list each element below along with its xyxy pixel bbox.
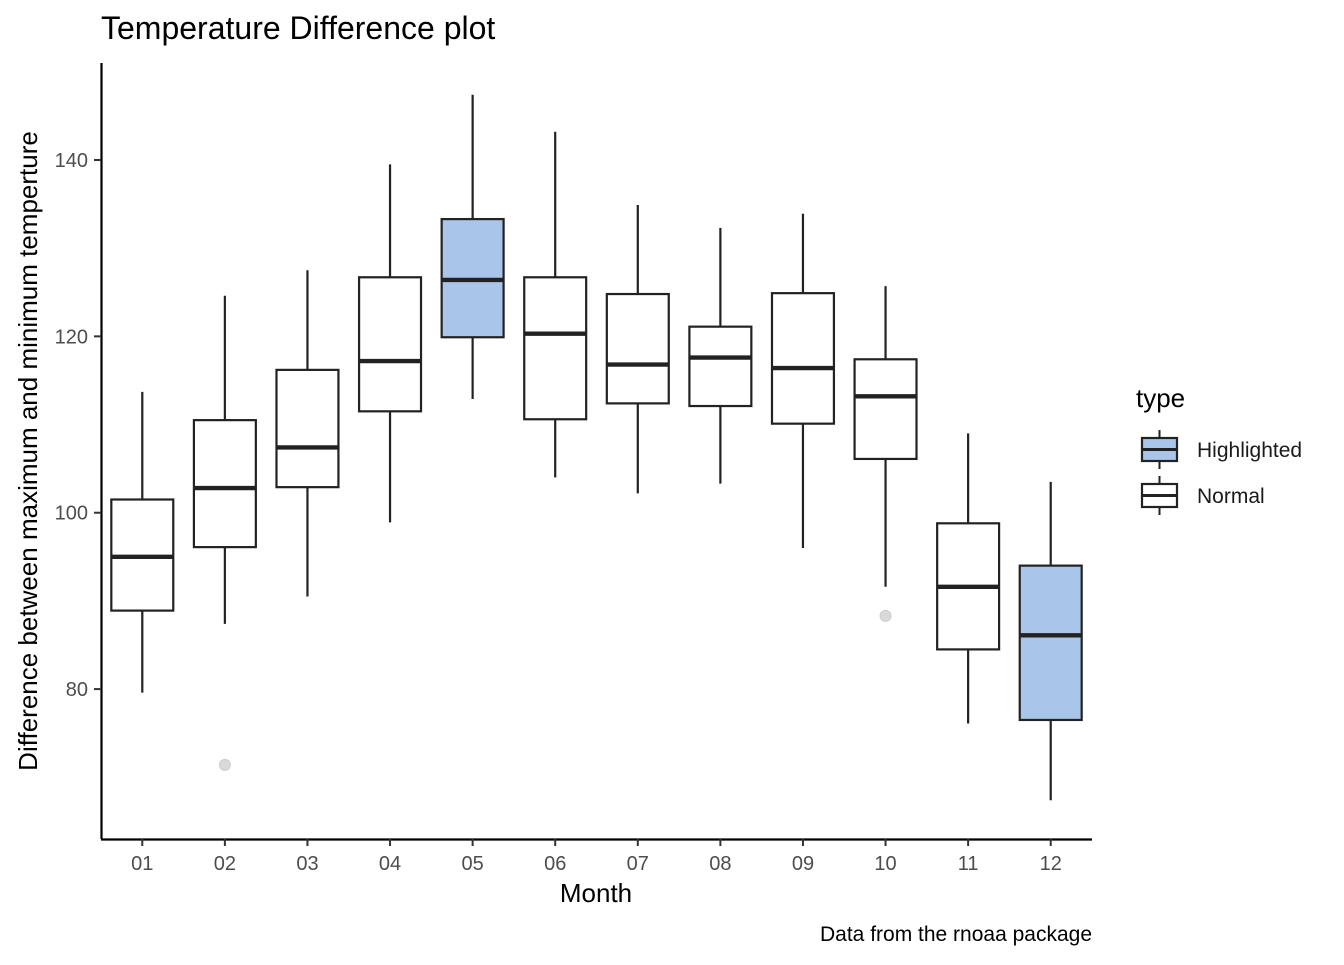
plot-area [110, 94, 1083, 801]
x-tick-label: 01 [131, 853, 153, 875]
box-iqr [770, 292, 836, 425]
y-axis-title: Difference between maximum and minimum t… [13, 131, 43, 771]
box-iqr [275, 368, 340, 489]
x-tick-label: 02 [214, 853, 236, 875]
x-tick-label: 09 [792, 853, 814, 875]
outlier-point [879, 609, 892, 622]
y-tick-label: 140 [55, 150, 88, 172]
box-07 [605, 204, 670, 494]
box-05 [440, 94, 505, 399]
y-axis-ticks: 80 100 120 140 [55, 150, 101, 701]
chart-title: Temperature Difference plot [101, 10, 495, 46]
y-tick-label: 80 [66, 679, 88, 701]
x-tick-label: 04 [379, 853, 401, 875]
x-tick-label: 05 [462, 853, 484, 875]
legend-key-normal [1140, 476, 1179, 515]
box-iqr [357, 276, 423, 413]
box-12 [1018, 481, 1083, 801]
x-tick-label: 08 [709, 853, 731, 875]
box-01 [110, 391, 175, 693]
x-tick-label: 06 [544, 853, 566, 875]
caption: Data from the rnoaa package [820, 923, 1092, 946]
x-tick-label: 03 [296, 853, 318, 875]
outlier-point [218, 758, 231, 771]
x-tick-label: 11 [958, 853, 979, 875]
box-iqr [605, 292, 670, 405]
legend: type Highlighted Normal [1136, 383, 1302, 515]
box-iqr [192, 419, 257, 549]
box-11 [936, 433, 1001, 724]
legend-title: type [1136, 383, 1185, 413]
legend-key-highlighted [1140, 430, 1179, 469]
y-tick-label: 120 [55, 326, 88, 348]
x-tick-label: 10 [874, 853, 896, 875]
box-09 [770, 213, 836, 548]
x-axis-title: Month [560, 878, 632, 908]
legend-label: Normal [1197, 485, 1265, 508]
box-04 [357, 164, 423, 523]
box-02 [192, 295, 257, 771]
x-tick-label: 07 [627, 853, 649, 875]
box-iqr [523, 276, 588, 421]
box-iqr [853, 358, 918, 461]
y-tick-label: 100 [55, 503, 88, 525]
box-03 [275, 270, 340, 597]
box-06 [523, 131, 588, 478]
box-08 [688, 227, 753, 484]
box-iqr [1018, 564, 1083, 722]
box-iqr [688, 325, 753, 408]
legend-label: Highlighted [1197, 439, 1302, 462]
box-10 [853, 286, 918, 622]
x-axis-ticks: 01 02 03 04 05 06 07 08 09 10 11 12 [131, 839, 1062, 875]
x-tick-label: 12 [1040, 853, 1062, 875]
